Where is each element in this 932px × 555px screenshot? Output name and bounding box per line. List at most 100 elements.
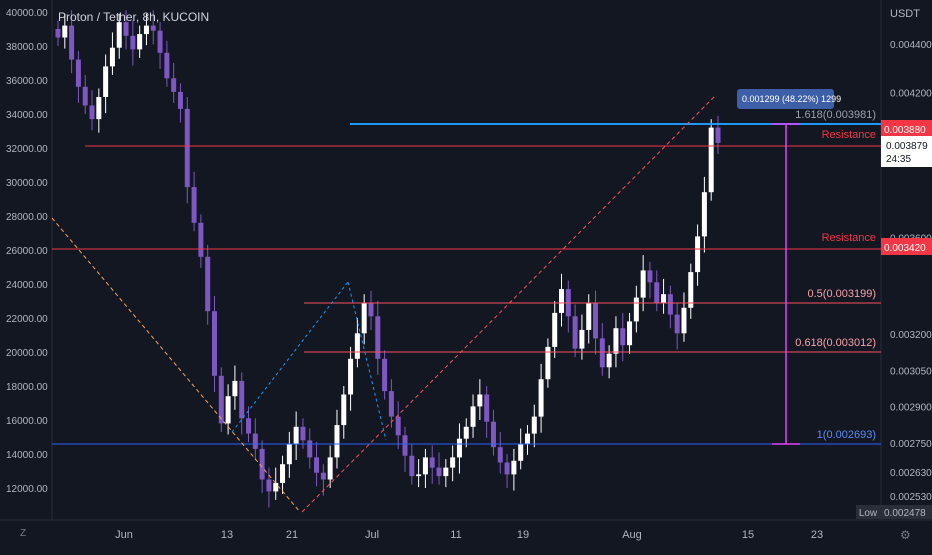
candle-body (490, 421, 496, 448)
candle-body (62, 25, 68, 38)
right-axis-tick: 0.003050 (890, 366, 932, 377)
measure-label-bg (737, 89, 834, 109)
candle-body (667, 294, 673, 315)
time-axis-tick: 21 (286, 529, 298, 541)
candle-body (116, 22, 122, 48)
candle-body (436, 467, 442, 477)
fib-level-label: 0.5(0.003199) (808, 288, 877, 300)
left-axis-tick: 34000.00 (6, 110, 48, 121)
last-price: 0.003879 (886, 141, 928, 152)
candle-body (715, 127, 721, 143)
left-axis-tick: 32000.00 (6, 144, 48, 155)
left-axis-tick: 20000.00 (6, 348, 48, 359)
time-axis-tick: Jul (365, 529, 379, 541)
candle-body (422, 457, 428, 475)
left-axis-tick: 40000.00 (6, 8, 48, 19)
candle-body (211, 311, 217, 376)
right-axis-tick: 0.002630 (890, 468, 932, 479)
candle-body (368, 302, 374, 317)
candle-body (164, 52, 170, 79)
candle-body (606, 353, 612, 368)
candle-body (334, 425, 340, 458)
time-axis-tick: 13 (221, 529, 233, 541)
candle-body (627, 321, 633, 346)
timezone-button[interactable]: Z (20, 528, 27, 539)
right-axis-tick: 0.004200 (890, 88, 932, 99)
candle-body (198, 222, 204, 257)
time-axis-tick: 19 (517, 529, 529, 541)
fib-level-label: 1(0.002693) (817, 429, 876, 441)
candle-body (497, 447, 503, 463)
resistance-price-tag-bg (881, 238, 932, 255)
wave-line-1 (231, 281, 349, 433)
candle-body (266, 479, 272, 492)
candle-body (477, 394, 483, 407)
resistance-price-tag: 0.003420 (884, 243, 926, 254)
currency-label: USDT (890, 8, 920, 20)
candle-body (259, 448, 265, 480)
left-axis-tick: 14000.00 (6, 450, 48, 461)
candle-body (109, 47, 115, 67)
candle-body (341, 394, 347, 426)
candle-body (463, 426, 469, 439)
candle-body (388, 391, 394, 417)
candle-body (55, 29, 61, 38)
candle-body (593, 302, 599, 339)
candle-body (674, 314, 680, 334)
resistance-label: Resistance (822, 129, 876, 141)
time-axis-tick: Jun (115, 529, 133, 541)
candle-body (320, 472, 326, 480)
candle-body (225, 396, 231, 424)
measure-label: 0.001299 (48.22%) 1299 (742, 94, 841, 104)
left-axis-tick: 36000.00 (6, 76, 48, 87)
candle-body (280, 464, 286, 483)
candle-body (450, 457, 456, 468)
candle-body (511, 460, 517, 475)
right-axis-tick: 0.002750 (890, 439, 932, 450)
resistance-price-tag: 0.003880 (884, 125, 926, 136)
candle-body (348, 358, 354, 395)
candle-body (354, 333, 360, 359)
candle-body (239, 380, 245, 419)
candle-body (89, 105, 95, 120)
candle-body (246, 418, 252, 434)
left-axis-tick: 28000.00 (6, 212, 48, 223)
candle-body (293, 426, 299, 444)
low-label: Low (859, 508, 878, 519)
candle-body (137, 34, 143, 50)
candle-body (300, 426, 306, 441)
fib-level-label: 1.618(0.003981) (795, 109, 876, 121)
candle-body (701, 192, 707, 237)
left-axis-tick: 38000.00 (6, 42, 48, 53)
candle-body (314, 457, 320, 473)
candle-body (416, 474, 422, 477)
fib-level-label: 0.618(0.003012) (795, 337, 876, 349)
time-axis-tick: 11 (450, 529, 461, 541)
trend-line-down (51, 217, 301, 513)
right-axis-tick: 0.003200 (890, 330, 932, 341)
candle-body (307, 440, 313, 458)
right-axis-tick: 0.002900 (890, 403, 932, 414)
right-axis-tick: 0.004400 (890, 40, 932, 51)
candle-body (69, 25, 75, 60)
left-axis-tick: 30000.00 (6, 178, 48, 189)
candle-body (538, 379, 544, 417)
candle-body (524, 433, 530, 444)
left-axis-tick: 18000.00 (6, 382, 48, 393)
candle-body (103, 66, 109, 97)
gear-icon[interactable]: ⚙ (900, 528, 911, 542)
time-axis-tick: Aug (622, 529, 642, 541)
candle-body (143, 25, 149, 35)
candle-body (599, 338, 605, 368)
candle-body (620, 328, 626, 346)
candle-body (402, 435, 408, 456)
countdown: 24:35 (886, 154, 911, 165)
candle-body (205, 256, 211, 312)
candle-body (552, 312, 558, 347)
candle-body (531, 416, 537, 434)
candle-body (504, 462, 510, 475)
candle-body (382, 358, 388, 392)
low-label-bg (856, 505, 881, 519)
low-price: 0.002478 (884, 508, 926, 519)
